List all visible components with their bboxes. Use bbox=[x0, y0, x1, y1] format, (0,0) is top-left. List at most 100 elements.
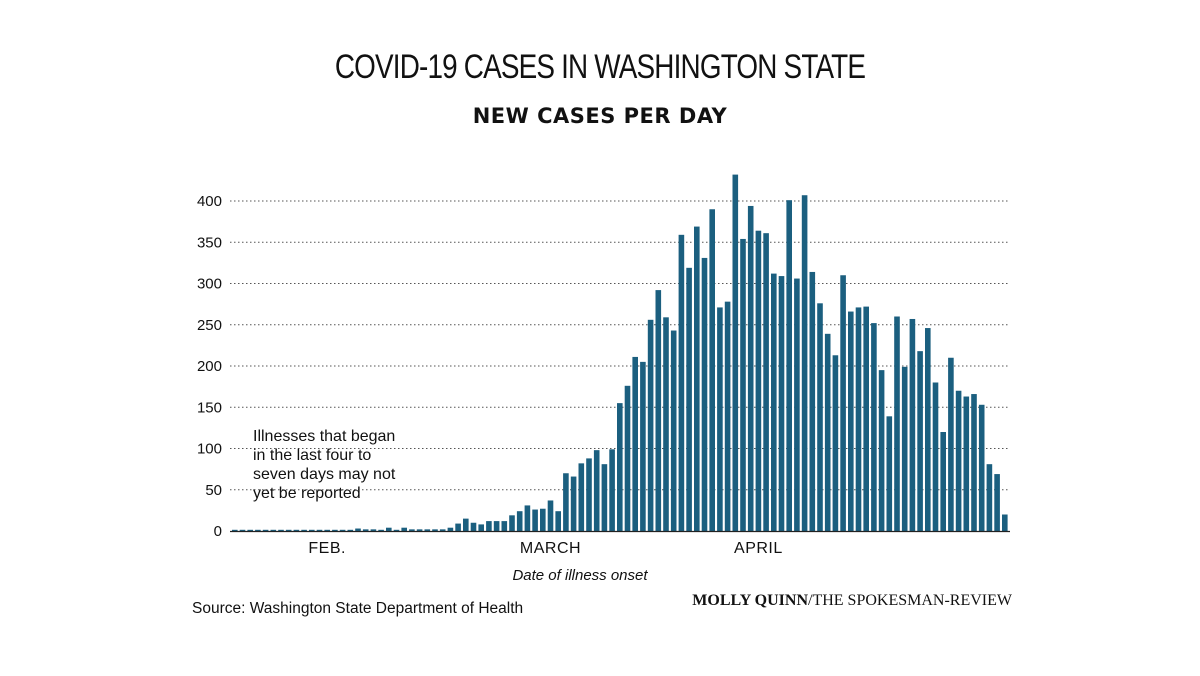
bar bbox=[824, 333, 831, 531]
bar bbox=[1002, 514, 1008, 531]
bar bbox=[355, 528, 361, 531]
bar bbox=[686, 267, 692, 531]
bar bbox=[709, 209, 715, 531]
bar bbox=[617, 403, 623, 531]
x-axis-label: Date of illness onset bbox=[512, 567, 648, 584]
bar bbox=[278, 529, 284, 531]
bar bbox=[647, 319, 654, 531]
bar bbox=[447, 527, 454, 531]
bar bbox=[478, 524, 484, 531]
bar bbox=[994, 474, 1000, 531]
bar bbox=[393, 529, 400, 531]
annotation-line: yet be reported bbox=[253, 485, 361, 502]
bar bbox=[640, 361, 646, 531]
bar bbox=[309, 529, 315, 531]
y-tick-label: 350 bbox=[197, 234, 222, 251]
y-axis-ticks: 0 50 100 150 200 250 300 350 400 bbox=[197, 193, 222, 540]
bar bbox=[332, 529, 338, 531]
bar bbox=[963, 396, 970, 531]
bar bbox=[501, 521, 508, 531]
bar bbox=[863, 306, 869, 531]
bar bbox=[932, 382, 939, 531]
bar bbox=[401, 527, 407, 531]
bar bbox=[255, 529, 261, 531]
credit-author: MOLLY QUINN bbox=[692, 592, 808, 609]
bar bbox=[409, 529, 415, 531]
bar bbox=[370, 529, 377, 531]
bar bbox=[339, 529, 346, 531]
bar bbox=[540, 508, 546, 531]
bar bbox=[771, 273, 777, 531]
bar bbox=[655, 290, 662, 531]
bar bbox=[778, 276, 785, 531]
bar bbox=[547, 500, 554, 531]
bar bbox=[262, 529, 269, 531]
bar bbox=[901, 366, 908, 531]
bar bbox=[978, 404, 985, 531]
bar bbox=[801, 195, 808, 531]
bar bbox=[609, 449, 615, 531]
y-tick-label: 200 bbox=[197, 358, 222, 375]
bar bbox=[624, 385, 631, 531]
bar bbox=[986, 464, 993, 531]
bar bbox=[871, 323, 877, 531]
bar bbox=[347, 529, 354, 531]
bar bbox=[455, 523, 461, 531]
bar bbox=[463, 518, 469, 531]
credit-line: MOLLY QUINN/THE SPOKESMAN-REVIEW bbox=[692, 592, 1012, 610]
bars bbox=[232, 174, 1008, 532]
bar bbox=[301, 529, 307, 531]
annotation-text: Illnesses that began in the last four to s… bbox=[253, 428, 396, 502]
bar bbox=[809, 271, 816, 531]
bar bbox=[555, 511, 561, 531]
bar bbox=[925, 328, 931, 531]
bar bbox=[948, 357, 954, 531]
bar bbox=[232, 529, 238, 531]
bar bbox=[424, 529, 431, 531]
bar bbox=[971, 394, 977, 531]
bar bbox=[740, 238, 746, 531]
bar bbox=[578, 463, 585, 531]
bar bbox=[917, 351, 923, 531]
bar bbox=[694, 226, 700, 531]
bar bbox=[832, 355, 839, 531]
bar bbox=[470, 522, 477, 531]
bar bbox=[732, 174, 739, 531]
bar bbox=[940, 432, 946, 531]
bar bbox=[378, 529, 384, 531]
bar bbox=[439, 529, 446, 531]
bar bbox=[701, 257, 708, 531]
y-tick-label: 0 bbox=[214, 523, 222, 540]
bar bbox=[663, 317, 669, 531]
bar bbox=[817, 303, 823, 531]
bar bbox=[293, 529, 300, 531]
bar bbox=[878, 370, 885, 531]
bar bbox=[747, 205, 754, 531]
bar bbox=[678, 234, 685, 531]
bar bbox=[586, 458, 592, 531]
bar bbox=[955, 390, 962, 531]
bar bbox=[724, 301, 731, 531]
credit-outlet: THE SPOKESMAN-REVIEW bbox=[812, 592, 1012, 609]
bar bbox=[509, 515, 515, 531]
bar bbox=[794, 278, 800, 531]
x-tick-label: FEB. bbox=[308, 540, 346, 557]
bar bbox=[324, 529, 330, 531]
bar bbox=[524, 505, 531, 531]
credit-separator: / bbox=[808, 592, 813, 609]
bar bbox=[848, 311, 854, 531]
bar bbox=[386, 527, 392, 531]
bar bbox=[239, 529, 246, 531]
annotation-line: seven days may not bbox=[253, 466, 396, 483]
bar bbox=[270, 529, 277, 531]
bar bbox=[316, 529, 323, 531]
chart-title: COVID-19 CASES IN WASHINGTON STATE bbox=[334, 48, 866, 86]
bar bbox=[493, 521, 500, 531]
bar bbox=[247, 529, 253, 531]
annotation-line: in the last four to bbox=[253, 447, 371, 464]
bar bbox=[717, 307, 723, 531]
bar bbox=[563, 473, 569, 531]
bar bbox=[362, 529, 369, 531]
annotation-line: Illnesses that began bbox=[253, 428, 395, 445]
